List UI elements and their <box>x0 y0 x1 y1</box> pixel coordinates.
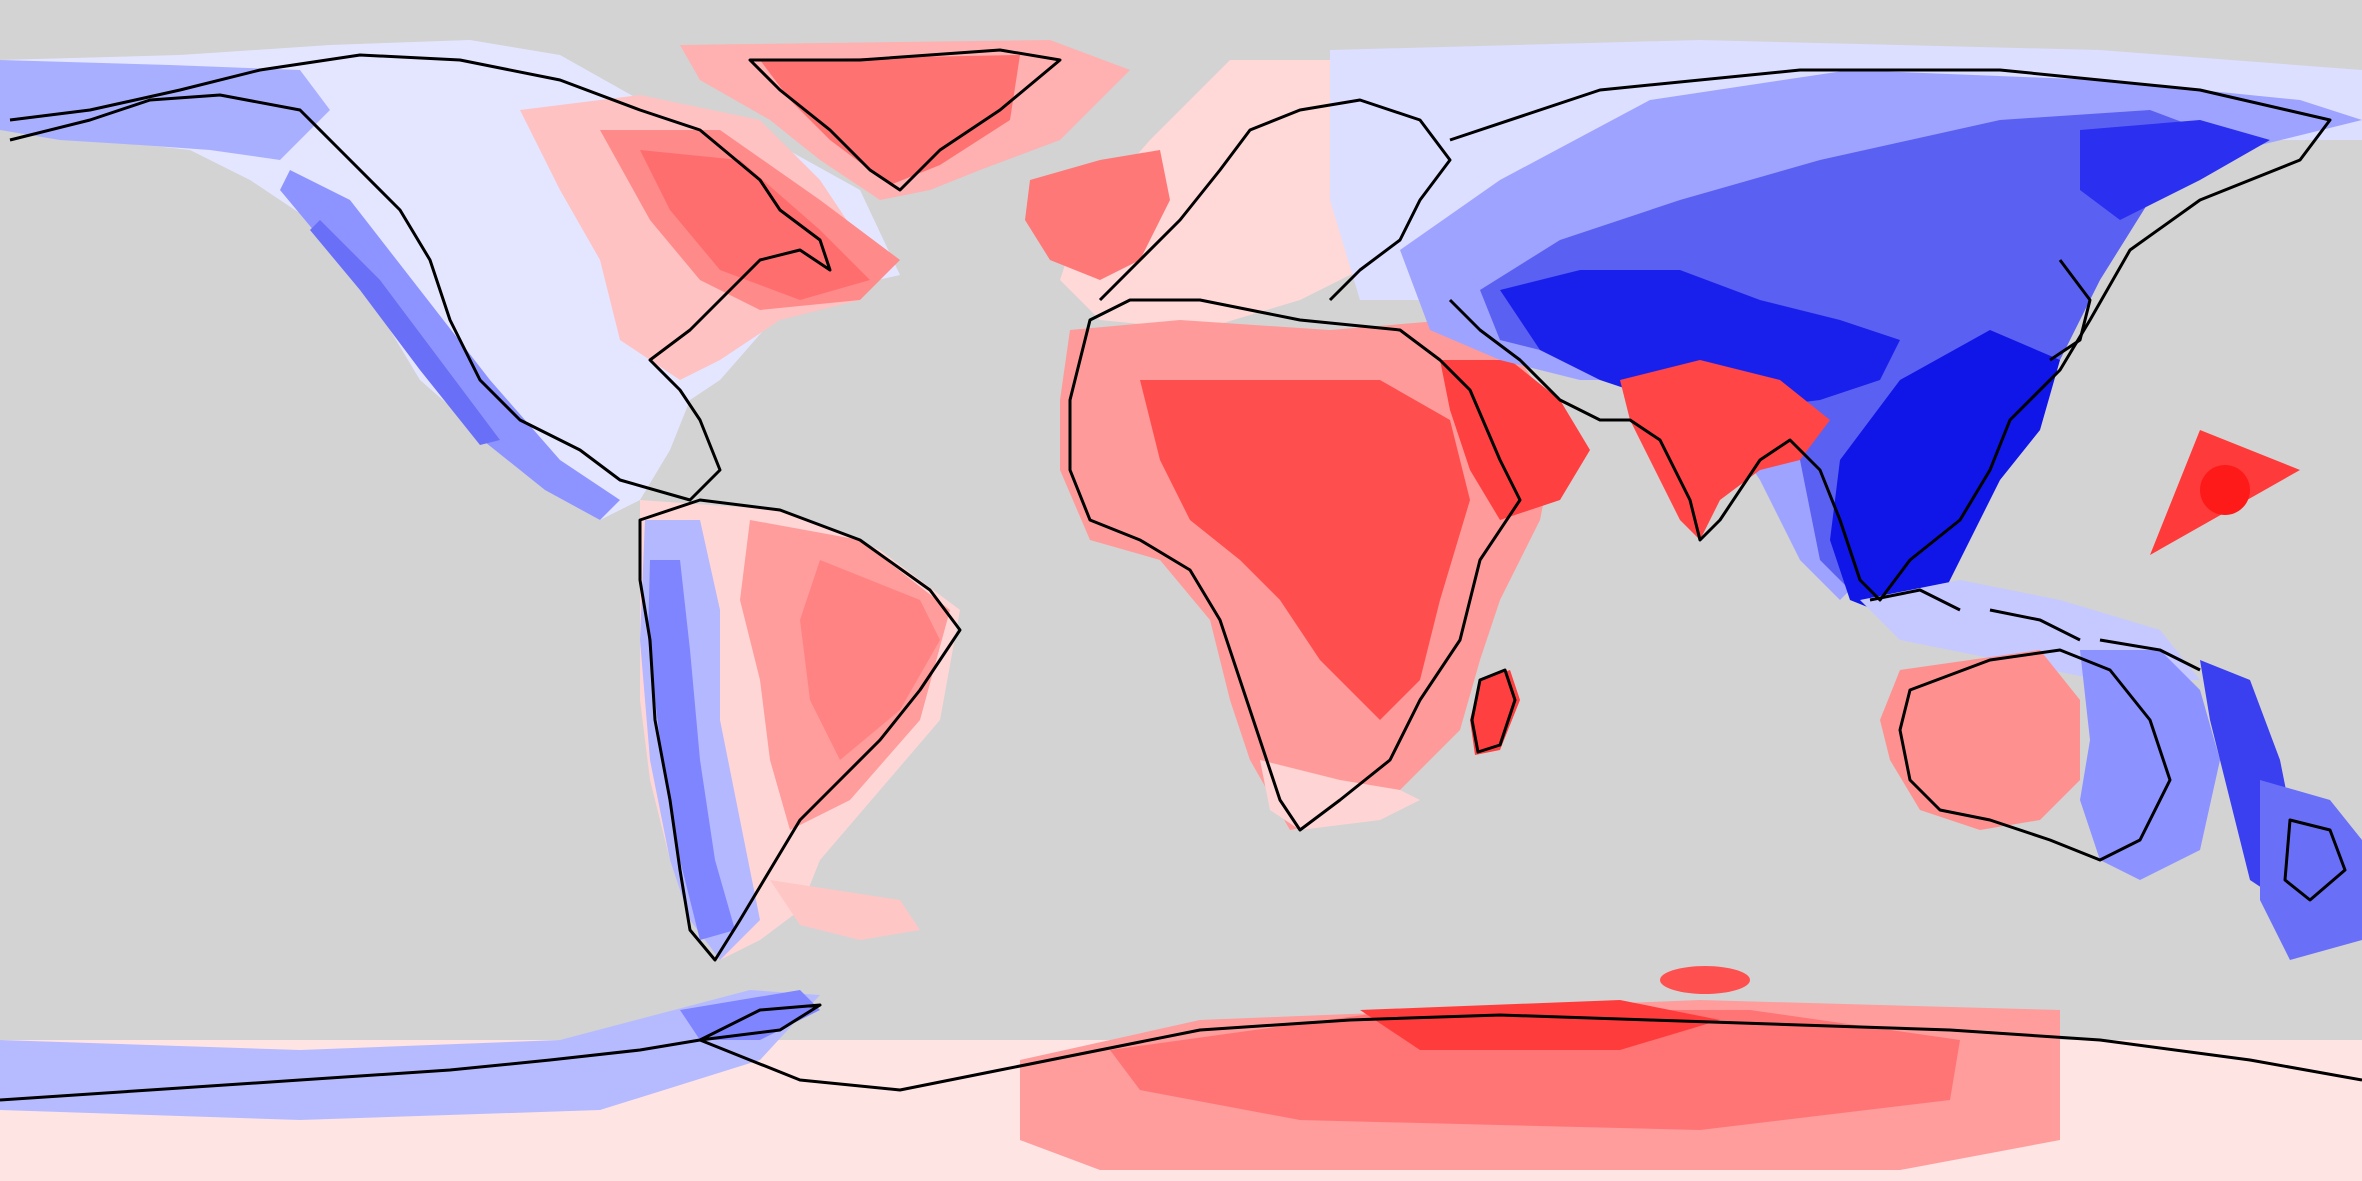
greenland-field <box>680 40 1130 200</box>
labrador-red-core <box>640 150 870 300</box>
coastline-japan <box>2049 259 2092 362</box>
coastline-europe-north <box>1098 98 1452 302</box>
coastline-north-america <box>9 53 832 502</box>
antarctica-field <box>0 966 2362 1181</box>
africa-red-core <box>1140 380 1470 720</box>
central-asia-strong-blue <box>1500 270 1900 410</box>
andes-blue-mid <box>648 560 735 940</box>
coastline-south-america <box>638 498 962 962</box>
south-america-field <box>640 500 960 960</box>
coastline-asia <box>1448 68 2332 602</box>
antarctica-east-red-mid <box>1110 1010 1960 1130</box>
north-atlantic-red <box>1025 150 1170 280</box>
west-coast-blue-band <box>280 170 620 520</box>
australia-red <box>1880 650 2080 830</box>
greenland-red-core <box>760 55 1020 185</box>
coastline-madagascar <box>1470 668 1517 754</box>
madagascar-red <box>1470 670 1520 755</box>
south-tip-red <box>770 880 920 940</box>
alaska-blue-region <box>0 60 330 160</box>
coastline-new-zealand <box>2283 818 2347 902</box>
coastline-antarctica <box>0 1003 2362 1102</box>
north-asia-strong-blue <box>2080 120 2270 220</box>
india-red <box>1620 360 1830 540</box>
brazil-red-core <box>800 560 940 760</box>
coastline-australia <box>1898 648 2172 862</box>
asia-field <box>1330 40 2362 620</box>
arabia-red-core <box>1440 360 1590 520</box>
antarctica-east-red-core <box>1360 1000 1720 1050</box>
south-africa-pale <box>1260 760 1420 830</box>
new-zealand-blue <box>2260 780 2362 960</box>
coastlines <box>0 48 2362 1102</box>
coastline-europe-africa <box>1068 298 1522 832</box>
east-asia-strong-blue <box>1830 330 2060 620</box>
australia-east-blue <box>2080 650 2220 880</box>
coastline-indonesia <box>1869 588 2201 672</box>
pacific-red-core <box>2200 465 2250 515</box>
west-coast-blue-core <box>310 220 500 445</box>
antarctic-island-red <box>1660 966 1750 994</box>
coastline-greenland <box>748 48 1062 192</box>
oceania-field <box>1860 580 2362 960</box>
